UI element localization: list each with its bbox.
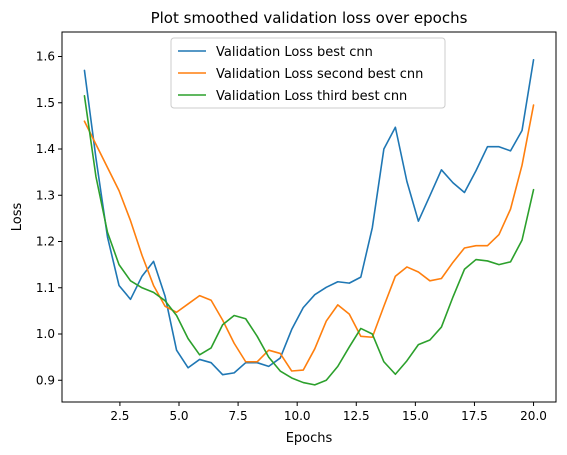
x-tick-label: 12.5 [343, 409, 370, 423]
series-layer [83, 58, 535, 386]
series-line-3 [83, 95, 535, 386]
y-axis-title: Loss [10, 203, 25, 232]
x-tick-label: 5.0 [169, 409, 188, 423]
y-tick-label: 1.4 [36, 142, 55, 156]
series-line-1 [83, 58, 535, 376]
legend-label-1: Validation Loss best cnn [216, 45, 373, 60]
legend-label-3: Validation Loss third best cnn [216, 89, 407, 104]
legend: Validation Loss best cnn Validation Loss … [170, 37, 446, 109]
plot-area-frame [61, 31, 557, 403]
x-tick-label: 15.0 [402, 409, 429, 423]
x-tick-label: 20.0 [520, 409, 547, 423]
y-tick-label: 1.1 [36, 281, 55, 295]
y-tick-label: 1.6 [36, 50, 55, 64]
x-axis: 2.5 5.0 7.5 10.0 12.5 15.0 17.5 20.0 [110, 402, 547, 423]
legend-box [170, 37, 446, 109]
x-tick-label: 7.5 [229, 409, 248, 423]
x-tick-label: 2.5 [110, 409, 129, 423]
x-tick-label: 17.5 [461, 409, 488, 423]
y-tick-label: 1.2 [36, 235, 55, 249]
x-tick-label: 10.0 [284, 409, 311, 423]
y-tick-label: 1.0 [36, 327, 55, 341]
x-axis-title: Epochs [286, 431, 333, 446]
y-axis: 0.9 1.0 1.1 1.2 1.3 1.4 1.5 1.6 [36, 50, 62, 387]
legend-label-2: Validation Loss second best cnn [216, 67, 423, 82]
chart-title: Plot smoothed validation loss over epoch… [151, 9, 468, 27]
y-tick-label: 1.3 [36, 188, 55, 202]
series-line-2 [83, 104, 535, 372]
y-tick-label: 1.5 [36, 96, 55, 110]
y-tick-label: 0.9 [36, 373, 55, 387]
